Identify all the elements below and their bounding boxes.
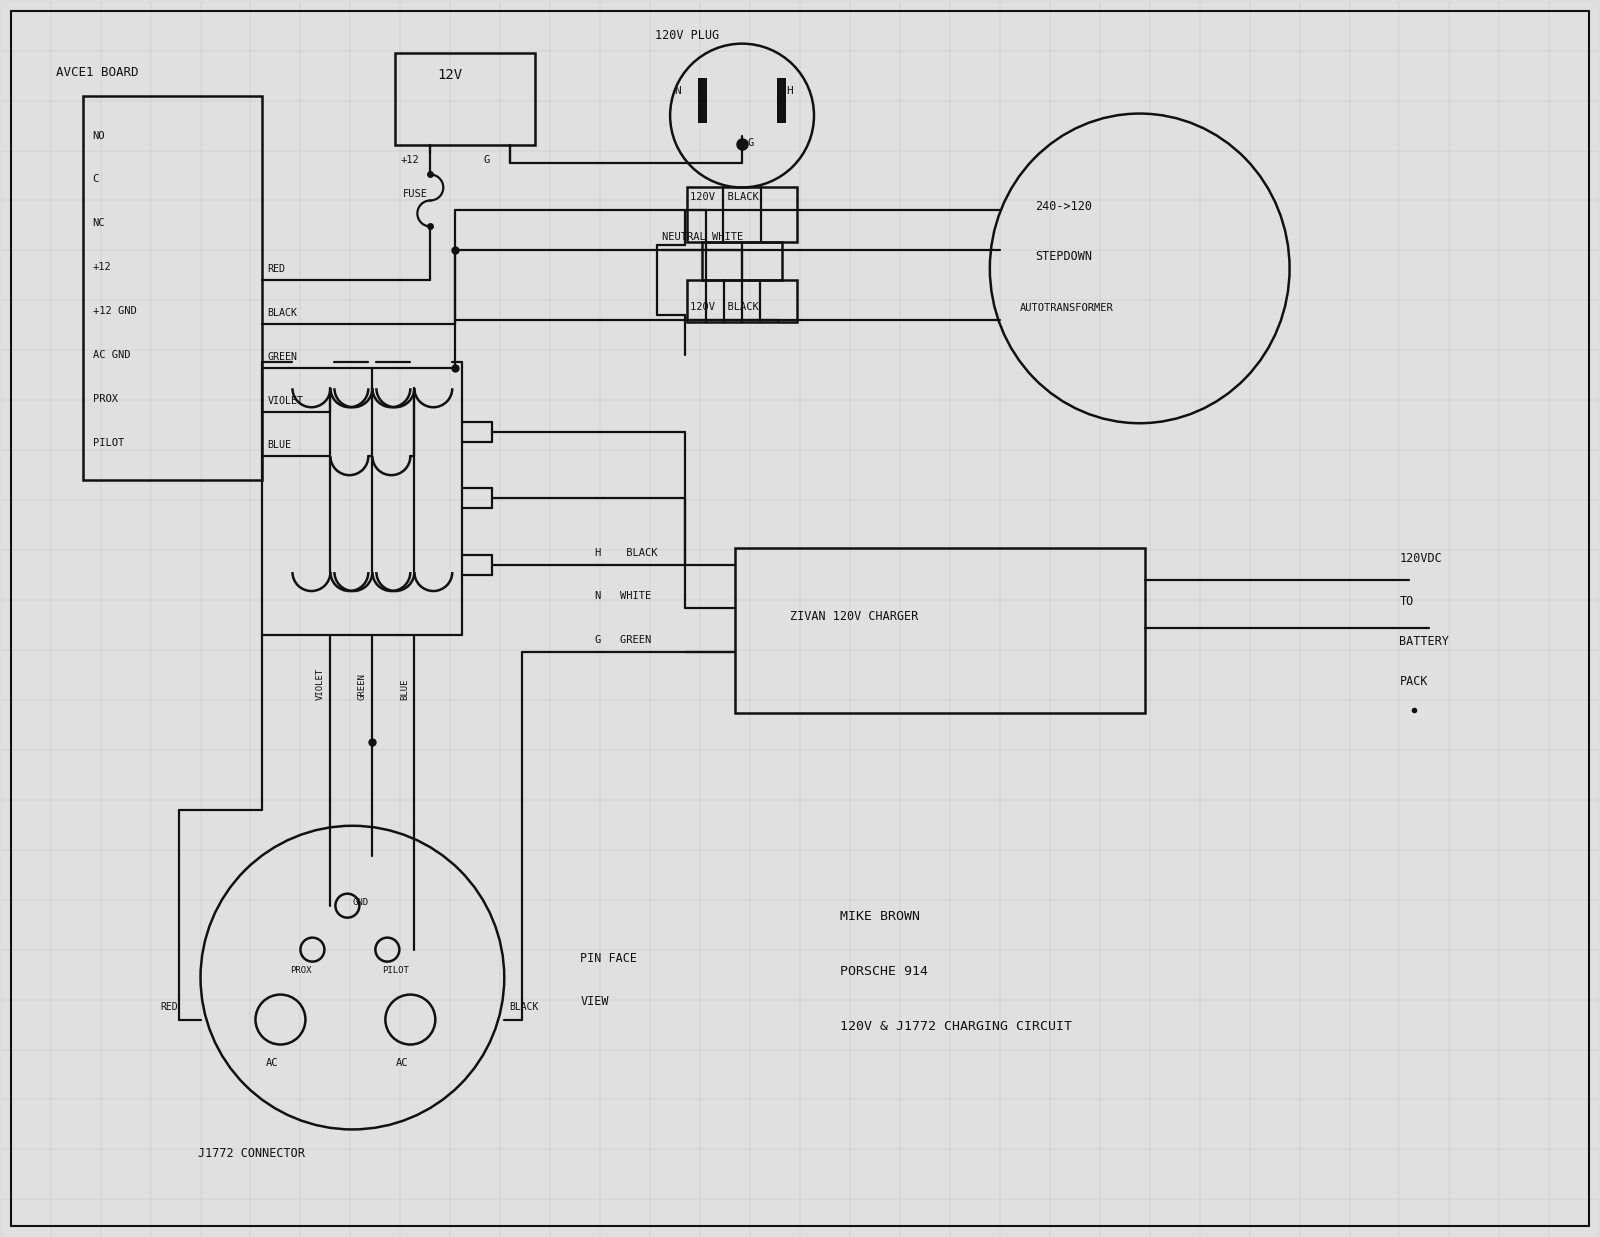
- Text: AVCE1 BOARD: AVCE1 BOARD: [56, 66, 138, 79]
- Text: C: C: [93, 174, 99, 184]
- Text: 120V & J1772 CHARGING CIRCUIT: 120V & J1772 CHARGING CIRCUIT: [840, 1019, 1072, 1033]
- Bar: [702, 242, 782, 281]
- Bar: [686, 188, 797, 242]
- Text: PROX: PROX: [93, 395, 118, 404]
- Text: N   WHITE: N WHITE: [595, 591, 651, 601]
- Text: ZIVAN 120V CHARGER: ZIVAN 120V CHARGER: [790, 610, 918, 623]
- Text: 240->120: 240->120: [1035, 200, 1091, 214]
- Text: PACK: PACK: [1400, 675, 1427, 688]
- Text: BATTERY: BATTERY: [1400, 635, 1450, 648]
- Text: G: G: [483, 155, 490, 165]
- Bar: [734, 548, 1144, 713]
- Text: TO: TO: [1400, 595, 1414, 609]
- Text: RED: RED: [267, 265, 285, 275]
- Text: AC GND: AC GND: [93, 350, 130, 360]
- Text: 12V: 12V: [437, 68, 462, 82]
- Text: NEUTRAL WHITE: NEUTRAL WHITE: [662, 233, 744, 242]
- Bar: [698, 78, 707, 122]
- Text: H    BLACK: H BLACK: [595, 548, 658, 558]
- Text: NO: NO: [93, 131, 106, 141]
- Text: AC: AC: [266, 1058, 278, 1068]
- Text: VIOLET: VIOLET: [315, 668, 325, 700]
- Text: BLACK: BLACK: [267, 308, 298, 318]
- Text: PIN FACE: PIN FACE: [581, 951, 637, 965]
- Text: MIKE BROWN: MIKE BROWN: [840, 909, 920, 923]
- Text: +12 GND: +12 GND: [93, 307, 136, 317]
- Text: NC: NC: [93, 219, 106, 229]
- Text: +12: +12: [400, 155, 419, 165]
- Text: VIEW: VIEW: [581, 995, 608, 1008]
- Text: AC: AC: [395, 1058, 408, 1068]
- Text: +12: +12: [93, 262, 112, 272]
- Text: G: G: [747, 137, 754, 147]
- Text: FUSE: FUSE: [403, 189, 429, 199]
- Text: GREEN: GREEN: [358, 673, 366, 700]
- Bar: [686, 281, 797, 323]
- Text: PROX: PROX: [291, 966, 312, 975]
- Text: RED: RED: [160, 1002, 178, 1012]
- Text: BLUE: BLUE: [267, 440, 291, 450]
- Bar: [395, 53, 536, 145]
- Text: STEPDOWN: STEPDOWN: [1035, 250, 1091, 263]
- Text: H: H: [786, 85, 792, 95]
- Text: GND: GND: [352, 898, 368, 907]
- Text: J1772 CONNECTOR: J1772 CONNECTOR: [197, 1148, 304, 1160]
- Text: 120V PLUG: 120V PLUG: [654, 28, 720, 42]
- Text: AUTOTRANSFORMER: AUTOTRANSFORMER: [1019, 303, 1114, 313]
- Text: 120V  BLACK: 120V BLACK: [690, 193, 758, 203]
- Text: G   GREEN: G GREEN: [595, 635, 651, 644]
- Text: N: N: [674, 85, 682, 95]
- Text: BLUE: BLUE: [400, 678, 410, 700]
- Text: 120VDC: 120VDC: [1400, 552, 1442, 565]
- Text: GREEN: GREEN: [267, 353, 298, 362]
- Text: 120V  BLACK: 120V BLACK: [690, 302, 758, 313]
- Text: PILOT: PILOT: [93, 438, 123, 448]
- Text: VIOLET: VIOLET: [267, 396, 304, 406]
- Bar: [778, 78, 786, 122]
- Bar: [83, 95, 262, 480]
- Text: PORSCHE 914: PORSCHE 914: [840, 965, 928, 977]
- Text: PILOT: PILOT: [382, 966, 410, 975]
- Text: BLACK: BLACK: [509, 1002, 539, 1012]
